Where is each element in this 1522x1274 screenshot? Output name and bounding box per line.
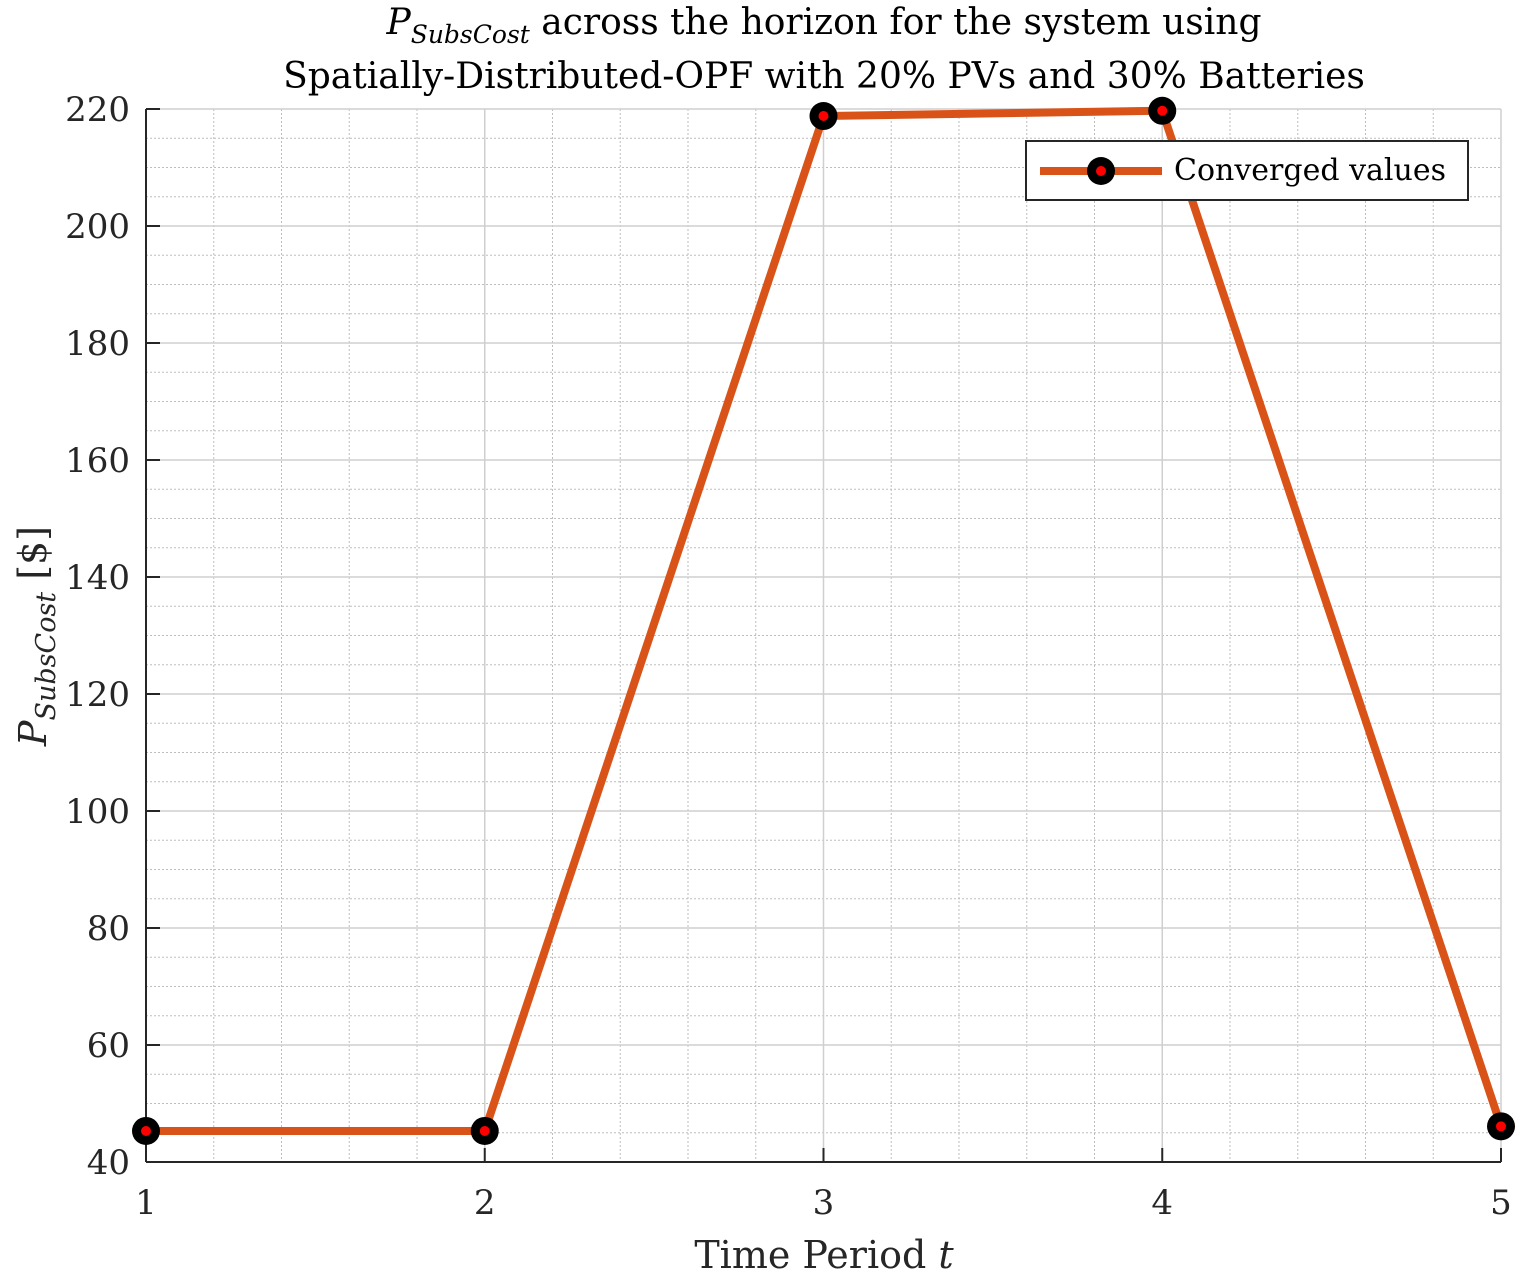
title-subscript: SubsCost (411, 20, 531, 49)
y-axis-label-symbol: P (11, 719, 55, 747)
y-tick-label: 100 (65, 792, 130, 832)
data-point-marker-center (479, 1125, 490, 1136)
x-tick-label: 5 (1490, 1183, 1512, 1223)
x-axis-label-var: t (938, 1233, 954, 1274)
data-point-marker-center (818, 111, 829, 122)
y-tick-labels: 40 60 80 100 120 140 160 180 200 220 (65, 90, 130, 1183)
y-tick-label: 40 (87, 1143, 130, 1183)
tick-marks (145, 108, 1502, 1163)
chart-title-line-1: PSubsCost across the horizon for the sys… (385, 2, 1261, 49)
x-tick-label: 3 (813, 1183, 835, 1223)
title-symbol: P (385, 2, 411, 43)
title-rest: across the horizon for the system using (530, 2, 1262, 43)
y-axis-label: PSubsCost [$] (11, 526, 62, 747)
data-point-marker-center (1157, 105, 1168, 116)
y-tick-label: 180 (65, 324, 130, 364)
x-tick-label: 1 (135, 1183, 157, 1223)
y-axis-label-subscript: SubsCost (31, 592, 62, 721)
legend: Converged values (1025, 140, 1469, 201)
y-axis-label-unit: [$] (11, 526, 55, 592)
data-point-marker-center (141, 1125, 151, 1136)
data-point-marker-center (1496, 1121, 1506, 1132)
y-tick-label: 140 (65, 558, 130, 598)
x-tick-label: 2 (474, 1183, 496, 1223)
x-axis-label: Time Period t (694, 1233, 954, 1274)
x-tick-labels: 1 2 3 4 5 (135, 1183, 1512, 1223)
x-axis-label-text: Time Period (694, 1233, 938, 1274)
y-tick-label: 60 (87, 1026, 130, 1066)
series-layer (132, 96, 1515, 1145)
legend-marker-inner (1096, 166, 1106, 176)
y-tick-label: 80 (87, 909, 130, 949)
y-tick-label: 160 (65, 441, 130, 481)
chart-title-line-2: Spatially-Distributed-OPF with 20% PVs a… (283, 56, 1365, 97)
y-tick-label: 220 (65, 90, 130, 130)
x-tick-label: 4 (1151, 1183, 1173, 1223)
y-tick-label: 200 (65, 207, 130, 247)
legend-label: Converged values (1174, 153, 1446, 188)
y-tick-label: 120 (65, 675, 130, 715)
